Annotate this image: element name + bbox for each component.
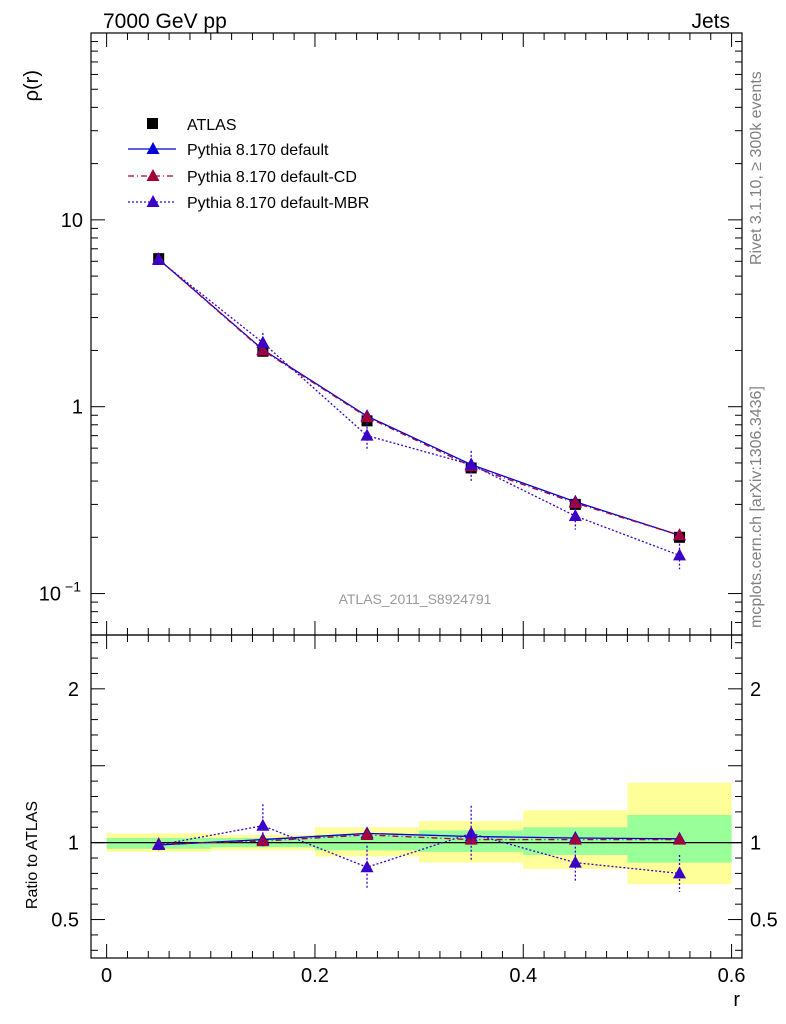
- main-line-1: [158, 258, 680, 536]
- y-axis-label-top: ρ(r): [21, 70, 43, 101]
- main-line-2: [158, 258, 680, 536]
- labels: 7000 GeV pp Jets Rivet 3.1.10, ≥ 300k ev…: [21, 10, 765, 1011]
- main-point-3: [464, 457, 478, 470]
- data-series: [152, 252, 687, 892]
- main-point-3: [360, 428, 374, 441]
- ratio-line-3: [158, 825, 680, 875]
- legend-marker-3: [146, 195, 160, 207]
- legend-label-1: Pythia 8.170 default: [187, 142, 329, 159]
- ratio-point-3: [464, 826, 478, 839]
- analysis-label: ATLAS_2011_S8924791: [339, 591, 492, 607]
- y-tick-label-ratio-left: 2: [68, 679, 79, 701]
- ratio-point-2: [256, 834, 270, 847]
- x-tick-label: 0.4: [509, 965, 537, 987]
- ratio-bands: [91, 782, 742, 885]
- ratio-point-3: [568, 855, 582, 868]
- mcplots-label: mcplots.cern.ch [arXiv:1306.3436]: [748, 386, 765, 628]
- main-point-2: [360, 410, 374, 423]
- legend: ATLAS Pythia 8.170 default Pythia 8.170 de…: [128, 117, 369, 212]
- ratio-point-2: [673, 832, 687, 845]
- main-line-3: [158, 259, 680, 557]
- header-left: 7000 GeV pp: [103, 10, 227, 33]
- y-tick-label-ratio-left: 0.5: [51, 910, 79, 932]
- y-tick-exp-top: −1: [65, 579, 81, 595]
- x-tick-label: 0: [101, 965, 112, 987]
- ratio-line-2: [158, 834, 680, 845]
- main-point-2: [568, 496, 582, 509]
- x-axis-label: r: [733, 989, 740, 1011]
- x-tick-label: 0.6: [718, 965, 746, 987]
- legend-label-3: Pythia 8.170 default-MBR: [187, 195, 369, 212]
- ratio-point-3: [152, 837, 166, 850]
- main-point-2: [673, 528, 687, 541]
- main-point-3: [568, 509, 582, 522]
- legend-label-2: Pythia 8.170 default-CD: [187, 169, 357, 186]
- ratio-point-2: [568, 832, 582, 845]
- ratio-point-3: [256, 818, 270, 831]
- header-right: Jets: [691, 10, 730, 33]
- legend-label-0: ATLAS: [187, 117, 237, 134]
- ratio-point-2: [360, 827, 374, 840]
- main-point-3: [152, 252, 166, 265]
- ratio-line-1: [158, 832, 680, 846]
- y-tick-label-top: 10: [39, 584, 61, 606]
- rivet-label: Rivet 3.1.10, ≥ 300k events: [748, 71, 765, 265]
- legend-marker-2: [146, 169, 160, 181]
- y-tick-label-ratio-right: 2: [750, 679, 761, 701]
- legend-marker-1: [146, 142, 160, 154]
- y-tick-label-top: 1: [72, 397, 83, 419]
- x-tick-label: 0.2: [301, 965, 329, 987]
- y-tick-label-ratio-left: 1: [68, 833, 79, 855]
- legend-marker-atlas: [147, 118, 158, 129]
- y-tick-label-top: 10: [61, 210, 83, 232]
- y-axis-label-ratio: Ratio to ATLAS: [24, 801, 41, 909]
- ratio-point-3: [673, 866, 687, 879]
- main-point-3: [256, 335, 270, 348]
- y-tick-label-ratio-right: 1: [750, 833, 761, 855]
- y-tick-label-ratio-right: 0.5: [750, 910, 778, 932]
- main-point-3: [673, 548, 687, 561]
- ratio-point-3: [360, 860, 374, 873]
